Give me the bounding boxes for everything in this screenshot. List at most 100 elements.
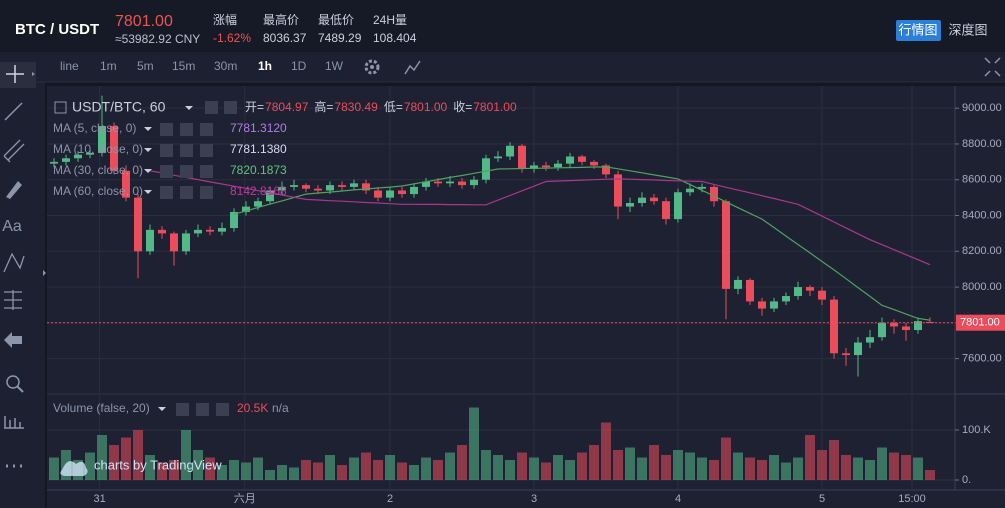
crosshair-tool[interactable] xyxy=(6,65,24,83)
interval[interactable]: 1D xyxy=(291,59,307,73)
ma-line xyxy=(233,166,931,321)
x-tick-label: 六月 xyxy=(234,492,256,505)
icon-box[interactable] xyxy=(216,403,229,416)
volume-bar xyxy=(373,460,383,480)
tab[interactable]: 深度图 xyxy=(948,22,987,37)
candle-body xyxy=(818,290,826,300)
candle-body xyxy=(842,353,850,356)
icon-box[interactable] xyxy=(160,123,173,136)
dropdown[interactable] xyxy=(185,106,193,110)
icon-box[interactable] xyxy=(200,144,213,157)
channel-tool[interactable] xyxy=(3,139,25,163)
indicator-value: 7820.1873 xyxy=(230,163,287,177)
icon-box[interactable] xyxy=(224,101,237,114)
candle-body xyxy=(266,190,274,202)
interval[interactable]: 1h xyxy=(258,59,272,73)
volume-bar xyxy=(877,447,887,480)
dropdown[interactable] xyxy=(158,407,166,411)
indicator-name: MA (5, close, 0) xyxy=(53,121,136,135)
icon-box[interactable] xyxy=(180,123,193,136)
collapse-box[interactable] xyxy=(54,101,67,114)
volume-bar xyxy=(97,435,107,480)
volume-bar xyxy=(865,460,875,480)
icon-box[interactable] xyxy=(180,165,193,178)
ohlc-value: 7830.49 xyxy=(334,100,378,114)
interval[interactable]: 5m xyxy=(137,59,154,73)
icon-box[interactable] xyxy=(196,403,209,416)
tool-active-bg[interactable] xyxy=(0,62,36,88)
dropdown[interactable] xyxy=(144,169,152,173)
candle-body xyxy=(446,181,454,184)
indicator-value: 8142.8168 xyxy=(230,184,287,198)
candle-body xyxy=(914,321,922,331)
ohlc-label: 开= xyxy=(245,100,264,114)
dropdown[interactable] xyxy=(144,127,152,131)
indicator-icon[interactable] xyxy=(404,60,421,75)
icon-box[interactable] xyxy=(160,186,173,199)
candle-body xyxy=(554,163,562,168)
candle-body xyxy=(470,179,478,186)
volume-bar xyxy=(337,465,347,480)
volume-bar xyxy=(409,465,419,480)
indicator-value: 7781.3120 xyxy=(230,121,287,135)
cny-price: ≈53982.92 CNY xyxy=(115,32,200,46)
icon-box[interactable] xyxy=(160,165,173,178)
candle-body xyxy=(218,228,226,232)
icon-box[interactable] xyxy=(160,144,173,157)
last-price-box xyxy=(956,314,1005,331)
y-tick-label: 9000.00 xyxy=(962,102,1002,114)
candle-body xyxy=(254,201,262,207)
icon-box[interactable] xyxy=(180,186,193,199)
text-tool[interactable]: Aa xyxy=(2,218,22,235)
candle-body xyxy=(902,326,910,331)
icon-box[interactable] xyxy=(180,144,193,157)
zoom-handle[interactable] xyxy=(16,385,24,393)
dropdown[interactable] xyxy=(144,190,152,194)
fullscreen-icon[interactable] xyxy=(984,57,1001,77)
volume-bar xyxy=(121,437,131,480)
fib-tool[interactable] xyxy=(4,290,22,310)
zoom-tool[interactable] xyxy=(6,375,20,389)
interval[interactable]: 30m xyxy=(214,59,237,73)
icon-box[interactable] xyxy=(200,186,213,199)
gear-center[interactable] xyxy=(370,65,374,69)
volume-bar xyxy=(637,457,647,480)
last-price-label: 7801.00 xyxy=(960,317,1000,329)
candle-body xyxy=(794,287,802,297)
dropdown[interactable] xyxy=(144,148,152,152)
candle-body xyxy=(566,156,574,164)
ohlc-value: 7801.00 xyxy=(404,100,448,114)
candle-body xyxy=(158,229,166,234)
stat-label: 涨幅 xyxy=(213,12,237,27)
volume-bar xyxy=(613,450,623,480)
gear[interactable] xyxy=(364,59,380,75)
tab-active-bg[interactable] xyxy=(896,20,941,41)
volume-bar xyxy=(697,457,707,480)
candle-body xyxy=(650,197,658,202)
brush-tool[interactable] xyxy=(6,181,22,199)
volume-bar xyxy=(433,460,443,480)
icon-box[interactable] xyxy=(205,101,218,114)
candle-body xyxy=(458,181,466,186)
pattern-tool[interactable] xyxy=(3,252,25,273)
volume-bar xyxy=(625,447,635,480)
trendline-tool[interactable] xyxy=(4,102,23,121)
interval[interactable]: line xyxy=(60,59,79,73)
toolbar-bg xyxy=(0,52,1005,82)
volume-bar xyxy=(49,457,59,480)
settings-icon[interactable] xyxy=(364,59,380,75)
candle-body xyxy=(290,185,298,187)
tool-expand[interactable] xyxy=(32,72,35,76)
interval[interactable]: 1m xyxy=(100,59,117,73)
icon-box[interactable] xyxy=(176,403,189,416)
volume-bar xyxy=(841,455,851,480)
tab[interactable]: 行情图 xyxy=(898,22,937,37)
icon-box[interactable] xyxy=(200,123,213,136)
ohlc-label: 高= xyxy=(314,99,333,114)
icon-box[interactable] xyxy=(200,165,213,178)
interval[interactable]: 15m xyxy=(172,59,195,73)
arrow-tool[interactable] xyxy=(4,332,22,348)
interval[interactable]: 1W xyxy=(325,59,344,73)
collapse-toggle[interactable] xyxy=(43,270,46,276)
measure-tool[interactable] xyxy=(4,416,24,429)
